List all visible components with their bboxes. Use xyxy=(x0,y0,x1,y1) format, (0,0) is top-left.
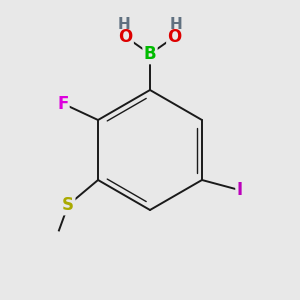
Text: B: B xyxy=(144,45,156,63)
Text: H: H xyxy=(118,17,130,32)
Text: O: O xyxy=(118,28,133,46)
Text: S: S xyxy=(62,196,74,214)
Text: I: I xyxy=(237,181,243,199)
Text: O: O xyxy=(167,28,182,46)
Text: F: F xyxy=(57,94,68,112)
Text: H: H xyxy=(170,17,182,32)
